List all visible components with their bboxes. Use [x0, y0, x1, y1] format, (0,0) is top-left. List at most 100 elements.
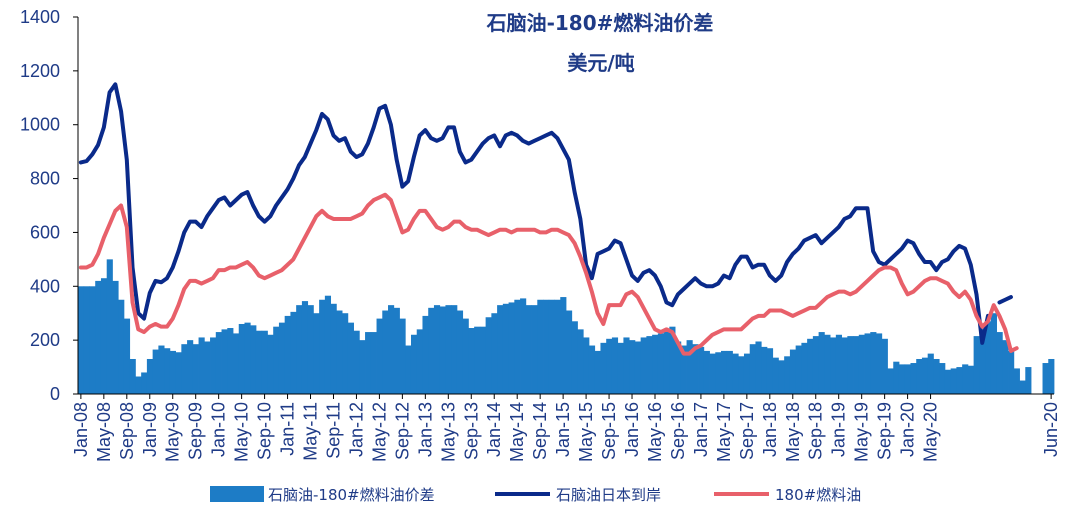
x-tick-label: Sep-12 — [392, 402, 412, 460]
bar-mark — [1008, 350, 1015, 394]
bar-mark — [617, 342, 624, 394]
bar-mark — [278, 322, 286, 394]
bar-mark — [921, 357, 929, 394]
bar-mark — [841, 337, 848, 394]
bar-mark — [250, 325, 257, 394]
bar-mark — [382, 310, 389, 394]
x-tick-label: Sep-13 — [461, 402, 481, 460]
bar-mark — [307, 305, 314, 394]
bar-mark — [479, 326, 487, 394]
bar-mark — [95, 280, 102, 394]
bar-mark — [445, 305, 452, 394]
bar-mark — [261, 330, 268, 394]
bar-mark — [410, 334, 418, 394]
bar-mark — [422, 315, 429, 394]
bar-mark — [847, 336, 854, 394]
y-tick-label: 1400 — [20, 7, 60, 27]
bar-mark — [78, 286, 85, 394]
bar-mark — [284, 315, 291, 394]
bar-mark — [301, 301, 309, 394]
bar-mark — [233, 333, 240, 394]
bar-mark — [910, 363, 917, 394]
chart-title: 石脑油-180#燃料油价差 — [486, 11, 714, 35]
bar-mark — [462, 318, 469, 394]
legend: 石脑油-180#燃料油价差 石脑油日本到岸 180#燃料油 — [210, 486, 861, 504]
bar-mark — [1048, 358, 1055, 394]
bar-mark — [766, 348, 774, 394]
bar-mark — [451, 305, 458, 394]
bar-mark — [1002, 340, 1009, 394]
bar-mark — [973, 336, 980, 394]
bar-mark — [640, 337, 647, 394]
bar-mark — [634, 341, 642, 394]
bar-mark — [703, 350, 710, 394]
bar-mark — [416, 329, 423, 394]
x-tick-label: Sep-15 — [599, 402, 619, 460]
x-tick-label: May-08 — [94, 402, 114, 462]
legend-bar-swatch-icon — [210, 486, 264, 502]
bar-mark — [491, 313, 498, 394]
bar-mark — [629, 340, 636, 394]
bar-mark — [560, 297, 567, 394]
x-tick-label: Jan-20 — [898, 402, 918, 457]
bar-mark — [164, 348, 171, 394]
bar-mark — [566, 310, 573, 394]
bar-mark — [100, 278, 108, 394]
bar-mark — [146, 358, 154, 394]
y-tick-label: 800 — [30, 169, 60, 189]
bar-mark — [123, 318, 131, 394]
line-series — [81, 82, 1046, 353]
legend-label-spread: 石脑油-180#燃料油价差 — [268, 486, 435, 504]
x-tick-label: May-20 — [921, 402, 941, 462]
x-tick-label: Jan-18 — [760, 402, 780, 457]
bar-mark — [1025, 367, 1032, 394]
bar-mark — [313, 313, 320, 394]
bar-mark — [525, 305, 532, 394]
y-tick-label: 400 — [30, 276, 60, 296]
bar-mark — [623, 337, 630, 394]
y-tick-label: 1000 — [20, 115, 60, 135]
bar-mark — [1042, 363, 1049, 394]
bar-mark — [743, 353, 751, 394]
bar-mark — [238, 323, 245, 394]
x-tick-label: Sep-09 — [186, 402, 206, 460]
bar-mark — [715, 352, 722, 394]
bar-mark — [853, 336, 860, 394]
bar-mark — [835, 334, 842, 394]
bar-mark — [187, 340, 194, 394]
bar-mark — [979, 329, 986, 394]
x-tick-label: May-09 — [163, 402, 183, 462]
bar-mark — [129, 358, 136, 394]
bar-mark — [83, 286, 90, 394]
bar-mark — [399, 318, 406, 394]
bar-mark — [227, 328, 234, 394]
x-tick-label: Jan-17 — [691, 402, 711, 457]
bar-mark — [916, 358, 923, 394]
bar-mark — [944, 369, 952, 394]
x-tick-label: Sep-17 — [737, 402, 757, 460]
bar-mark — [600, 342, 607, 394]
bar-mark — [497, 305, 504, 394]
bar-mark — [761, 346, 768, 395]
bar-mark — [508, 302, 515, 394]
x-tick-label: May-13 — [438, 402, 458, 462]
bar-mark — [255, 330, 263, 394]
bar-mark — [801, 342, 808, 394]
bar-mark — [870, 332, 877, 394]
bar-mark — [502, 303, 509, 394]
x-tick-label: May-11 — [301, 402, 321, 461]
bar-mark — [204, 341, 211, 394]
bar-mark — [686, 340, 693, 394]
x-tick-label: Jan-08 — [71, 402, 91, 457]
bar-mark — [698, 346, 705, 395]
bar-mark — [933, 358, 940, 394]
y-tick-label: 600 — [30, 222, 60, 242]
bar-mark — [657, 333, 664, 394]
bar-mark — [468, 328, 475, 394]
bar-mark — [812, 336, 820, 394]
bar-mark — [824, 334, 831, 394]
bar-mark — [962, 364, 969, 394]
x-tick-label: Sep-18 — [806, 402, 826, 460]
x-tick-label: Sep-10 — [255, 402, 275, 460]
